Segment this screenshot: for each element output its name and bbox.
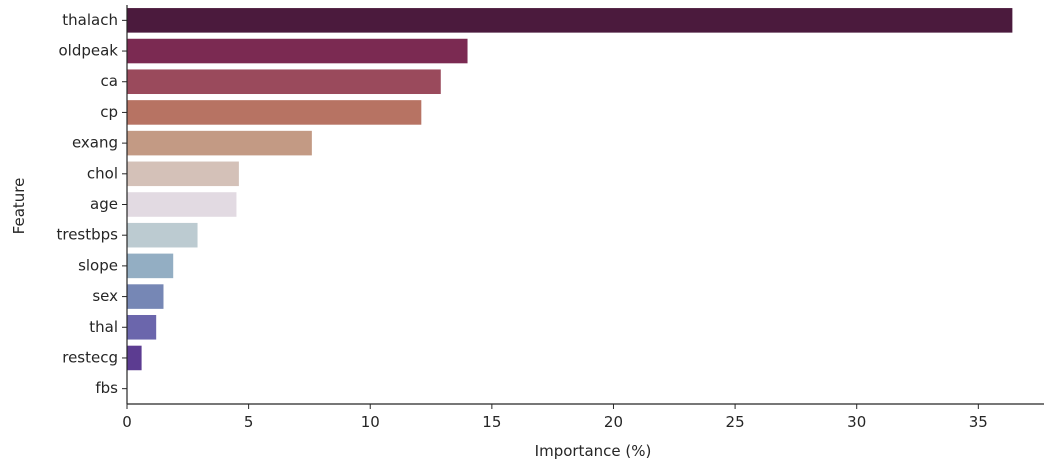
y-tick-label: trestbps: [56, 226, 118, 244]
y-tick-label: age: [90, 195, 118, 213]
y-tick-label: restecg: [62, 348, 118, 366]
bar-ca: [127, 69, 441, 95]
bars-layer: [127, 8, 1013, 371]
x-tick-label: 35: [969, 413, 988, 431]
y-tick-label: sex: [92, 287, 118, 305]
y-tick-label: fbs: [95, 379, 118, 397]
bar-oldpeak: [127, 38, 468, 64]
bar-age: [127, 192, 237, 217]
x-tick-label: 20: [604, 413, 623, 431]
bar-restecg: [127, 345, 142, 371]
x-tick-label: 15: [482, 413, 501, 431]
x-axis-label: Importance (%): [535, 442, 652, 460]
bar-slope: [127, 253, 174, 279]
x-tick-label: 30: [847, 413, 866, 431]
y-tick-label: exang: [72, 134, 118, 152]
y-tick-label: ca: [101, 72, 118, 90]
x-tick-label: 0: [122, 413, 132, 431]
y-tick-label: thalach: [62, 11, 118, 29]
axes-layer: thalach oldpeak ca cp exang chol age trestbps sl…: [56, 5, 1044, 431]
bar-thalach: [127, 8, 1013, 33]
y-axis-label: Feature: [10, 178, 28, 235]
y-tick-label: cp: [100, 103, 118, 121]
y-tick-label: chol: [87, 164, 118, 182]
x-tick-label: 5: [244, 413, 254, 431]
y-tick-label: oldpeak: [59, 42, 119, 60]
bar-chol: [127, 161, 239, 187]
bar-exang: [127, 130, 312, 156]
bar-sex: [127, 284, 164, 309]
x-tick-label: 10: [361, 413, 380, 431]
bar-trestbps: [127, 222, 198, 248]
bar-cp: [127, 100, 422, 125]
x-tick-label: 25: [726, 413, 745, 431]
y-tick-label: slope: [78, 256, 118, 274]
bar-thal: [127, 314, 157, 340]
y-tick-label: thal: [89, 318, 118, 336]
